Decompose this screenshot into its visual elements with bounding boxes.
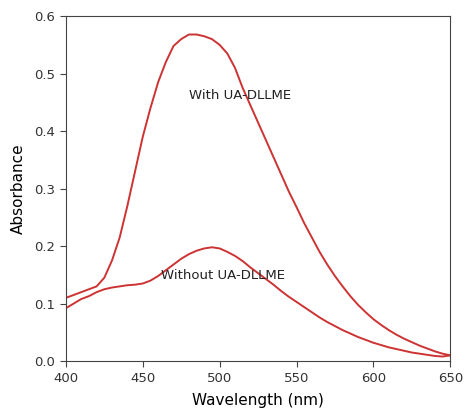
- Y-axis label: Absorbance: Absorbance: [11, 143, 26, 234]
- Text: With UA-DLLME: With UA-DLLME: [189, 90, 291, 103]
- Text: Without UA-DLLME: Without UA-DLLME: [161, 269, 285, 282]
- X-axis label: Wavelength (nm): Wavelength (nm): [192, 393, 324, 408]
